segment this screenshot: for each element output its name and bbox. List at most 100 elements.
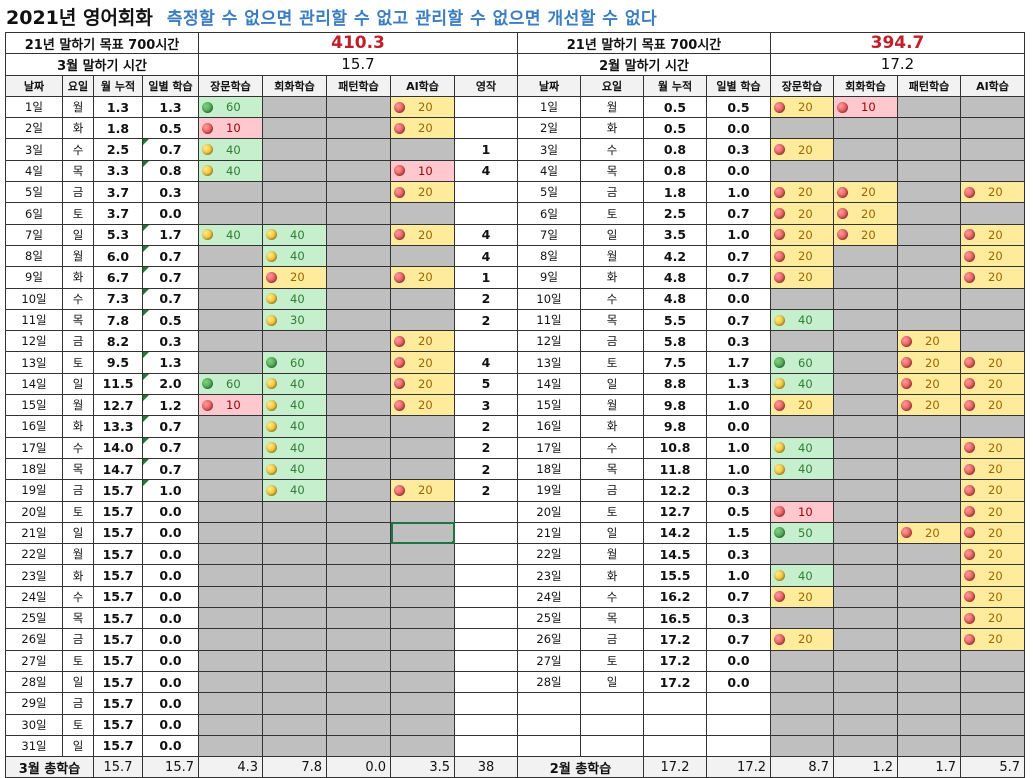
daily-cell[interactable]: 0.0	[142, 521, 199, 545]
ai-study-cell[interactable]: 20	[960, 181, 1025, 204]
long-study-cell[interactable]: 60	[198, 372, 263, 396]
weekday-cell[interactable]: 일	[62, 223, 94, 246]
column-header[interactable]: 장문학습	[770, 74, 834, 97]
conversation-study-cell[interactable]	[833, 521, 898, 545]
feb-month-label[interactable]: 2월 말하기 시간	[517, 53, 771, 76]
long-study-cell[interactable]	[198, 670, 263, 694]
cumulative-cell[interactable]: 7.8	[93, 308, 143, 332]
conversation-study-cell[interactable]	[833, 500, 898, 523]
conversation-study-cell[interactable]: 10	[833, 95, 898, 119]
writing-cell[interactable]: 4	[454, 223, 518, 246]
pattern-study-cell[interactable]	[326, 734, 391, 758]
long-study-cell[interactable]: 20	[770, 223, 834, 246]
weekday-cell[interactable]: 금	[62, 181, 94, 204]
pattern-study-cell[interactable]	[326, 394, 391, 417]
daily-cell[interactable]: 0.7	[706, 628, 771, 651]
writing-cell[interactable]: 5	[454, 372, 518, 396]
cumulative-cell[interactable]: 15.7	[93, 521, 143, 545]
pattern-study-cell[interactable]	[897, 649, 961, 672]
weekday-cell[interactable]: 목	[62, 607, 94, 630]
ai-study-cell[interactable]	[390, 543, 455, 566]
cumulative-cell[interactable]: 17.2	[643, 628, 707, 651]
conversation-study-cell[interactable]	[262, 181, 327, 204]
daily-cell[interactable]: 0.7	[142, 287, 199, 310]
pattern-study-cell[interactable]	[326, 692, 391, 715]
ai-study-cell[interactable]	[390, 244, 455, 268]
daily-cell[interactable]: 0.7	[706, 244, 771, 268]
ai-study-cell[interactable]: 20	[960, 521, 1025, 545]
pattern-study-cell[interactable]	[897, 266, 961, 289]
ai-study-cell[interactable]: 20	[960, 266, 1025, 289]
ai-study-cell[interactable]: 20	[390, 181, 455, 204]
date-cell[interactable]: 2일	[5, 117, 63, 140]
ai-study-cell[interactable]: 20	[960, 351, 1025, 374]
march-total-ai[interactable]: 3.5	[390, 756, 455, 778]
pattern-study-cell[interactable]	[897, 415, 961, 438]
daily-cell[interactable]: 0.7	[706, 202, 771, 225]
date-cell[interactable]: 19일	[517, 479, 581, 502]
ai-study-cell[interactable]	[960, 415, 1025, 438]
ai-study-cell[interactable]	[960, 287, 1025, 310]
column-header[interactable]: AI학습	[390, 74, 455, 97]
long-study-cell[interactable]: 20	[770, 244, 834, 268]
pattern-study-cell[interactable]	[326, 585, 391, 609]
ai-study-cell[interactable]: 20	[960, 372, 1025, 396]
cumulative-cell[interactable]: 17.2	[643, 649, 707, 672]
date-cell[interactable]: 8일	[517, 244, 581, 268]
daily-cell[interactable]: 1.0	[706, 223, 771, 246]
date-cell[interactable]: 11일	[5, 308, 63, 332]
ai-study-cell[interactable]	[960, 713, 1025, 736]
ai-study-cell[interactable]: 20	[390, 372, 455, 396]
conversation-study-cell[interactable]	[833, 649, 898, 672]
conversation-study-cell[interactable]	[833, 543, 898, 566]
daily-cell[interactable]: 0.0	[706, 670, 771, 694]
weekday-cell[interactable]: 월	[62, 543, 94, 566]
cumulative-cell[interactable]: 12.2	[643, 479, 707, 502]
conversation-study-cell[interactable]	[262, 521, 327, 545]
march-month-value[interactable]: 15.7	[198, 53, 518, 76]
date-cell[interactable]: 5일	[517, 181, 581, 204]
writing-cell[interactable]: 3	[454, 394, 518, 417]
pattern-study-cell[interactable]	[897, 159, 961, 183]
writing-cell[interactable]: 1	[454, 266, 518, 289]
march-total-pattern[interactable]: 0.0	[326, 756, 391, 778]
writing-cell[interactable]: 1	[454, 138, 518, 161]
column-header[interactable]: 월 누적	[643, 74, 707, 97]
cumulative-cell[interactable]: 5.3	[93, 223, 143, 246]
cumulative-cell[interactable]: 1.8	[643, 181, 707, 204]
long-study-cell[interactable]: 40	[770, 372, 834, 396]
cumulative-cell[interactable]: 15.7	[93, 628, 143, 651]
weekday-cell[interactable]: 화	[62, 117, 94, 140]
pattern-study-cell[interactable]: 20	[897, 394, 961, 417]
ai-study-cell[interactable]	[390, 670, 455, 694]
conversation-study-cell[interactable]	[262, 649, 327, 672]
conversation-study-cell[interactable]	[262, 607, 327, 630]
weekday-cell[interactable]: 금	[580, 330, 644, 353]
column-header[interactable]: 패턴학습	[897, 74, 961, 97]
daily-cell[interactable]: 0.0	[142, 607, 199, 630]
date-cell[interactable]: 4일	[517, 159, 581, 183]
cumulative-cell[interactable]: 7.3	[93, 287, 143, 310]
long-study-cell[interactable]	[198, 436, 263, 459]
ai-study-cell[interactable]	[960, 95, 1025, 119]
cumulative-cell[interactable]	[643, 692, 707, 715]
cumulative-cell[interactable]: 0.5	[643, 117, 707, 140]
pattern-study-cell[interactable]	[326, 436, 391, 459]
long-study-cell[interactable]	[770, 543, 834, 566]
long-study-cell[interactable]	[198, 521, 263, 545]
ai-study-cell[interactable]	[390, 734, 455, 758]
ai-study-cell[interactable]	[390, 713, 455, 736]
long-study-cell[interactable]	[770, 159, 834, 183]
conversation-study-cell[interactable]	[833, 479, 898, 502]
pattern-study-cell[interactable]	[326, 543, 391, 566]
cumulative-cell[interactable]: 15.7	[93, 649, 143, 672]
pattern-study-cell[interactable]	[326, 138, 391, 161]
march-month-label[interactable]: 3월 말하기 시간	[5, 53, 199, 76]
conversation-study-cell[interactable]	[833, 457, 898, 481]
cumulative-cell[interactable]: 8.2	[93, 330, 143, 353]
writing-cell[interactable]	[454, 628, 518, 651]
weekday-cell[interactable]: 화	[580, 266, 644, 289]
weekday-cell[interactable]: 일	[580, 670, 644, 694]
ai-study-cell[interactable]: 20	[960, 223, 1025, 246]
ai-study-cell[interactable]: 20	[390, 479, 455, 502]
